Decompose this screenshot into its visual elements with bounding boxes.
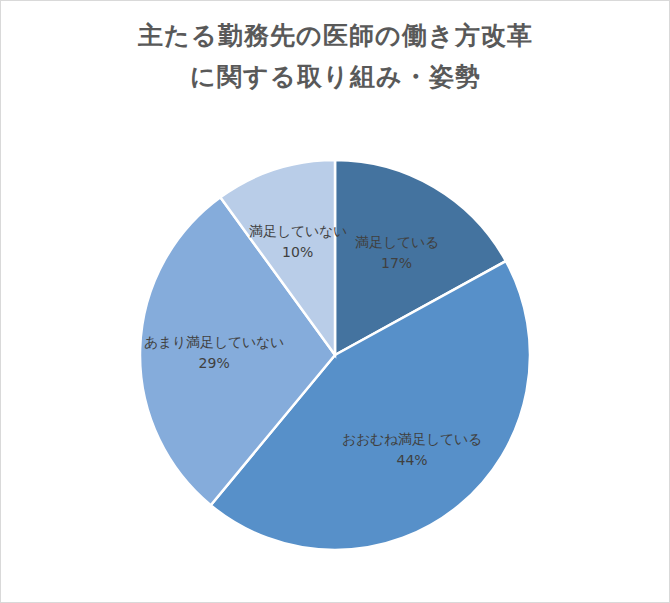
svg-text:満足している17%: 満足している17% [355,234,439,271]
html-text:に関する取り組み・姿勢: に関する取り組み・姿勢 [189,62,481,91]
svg-text:満足していない10%: 満足していない10% [249,223,347,260]
svg-text:あまり満足していない29%: あまり満足していない29% [144,334,284,371]
svg-text:おおむね満足している44%: おおむね満足している44% [342,431,482,468]
html-text:主たる勤務先の医師の働き方改革: 主たる勤務先の医師の働き方改革 [137,21,533,50]
